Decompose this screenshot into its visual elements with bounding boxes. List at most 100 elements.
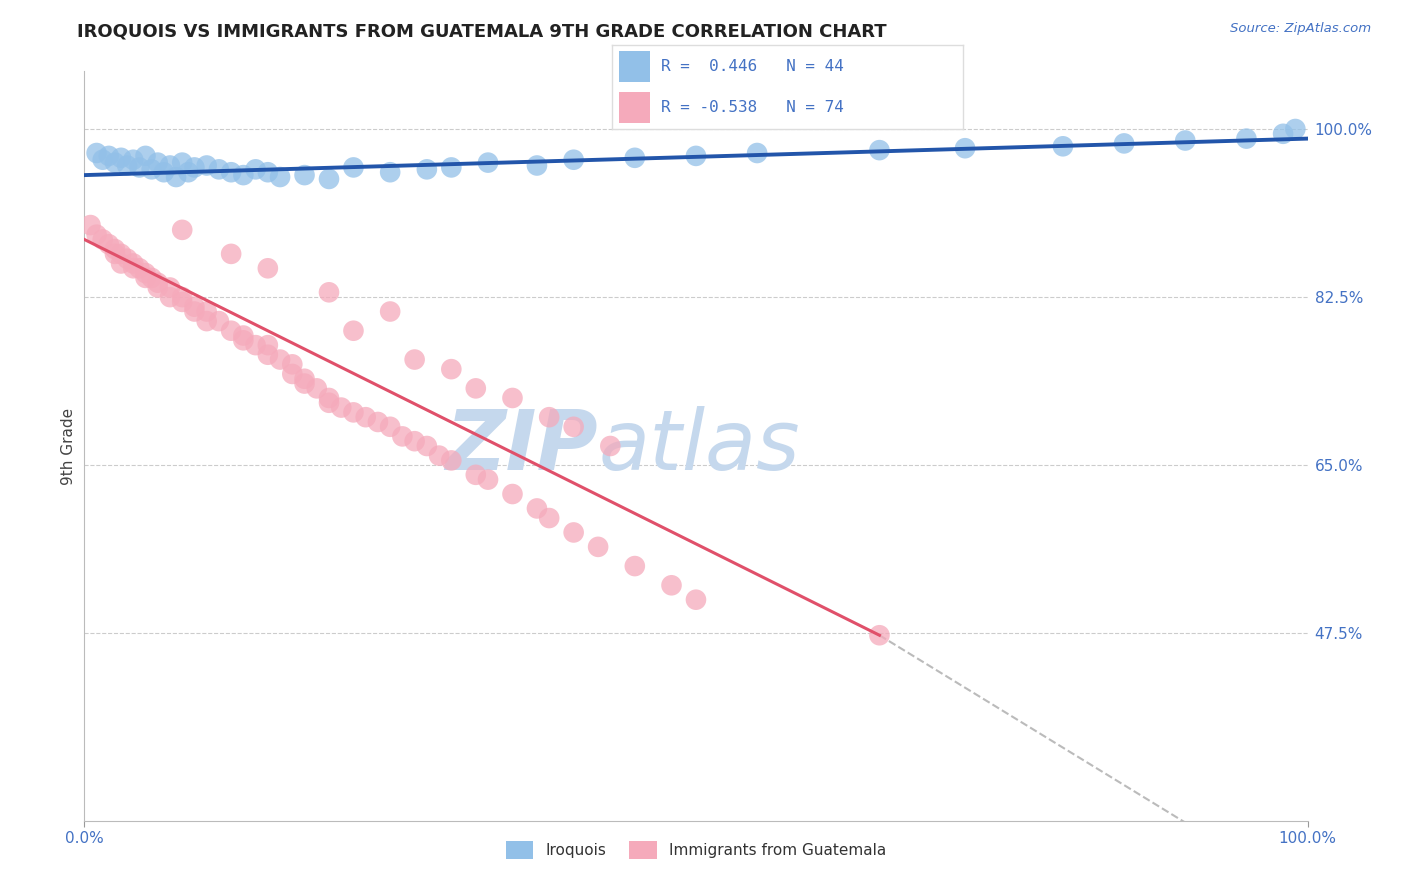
Point	[115, 252, 138, 266]
Point	[195, 304, 218, 318]
Point	[440, 362, 463, 376]
Point	[110, 151, 132, 165]
Point	[104, 242, 127, 256]
Point	[269, 169, 291, 184]
Y-axis label: 9th Grade: 9th Grade	[60, 408, 76, 484]
Point	[122, 261, 145, 276]
Point	[86, 146, 108, 161]
Point	[953, 141, 976, 155]
Point	[440, 161, 463, 175]
Point	[153, 165, 176, 179]
Point	[318, 391, 340, 405]
Point	[91, 153, 114, 167]
Point	[586, 540, 609, 554]
Point	[380, 419, 402, 434]
Point	[232, 328, 254, 343]
Point	[208, 314, 231, 328]
Point	[404, 434, 426, 449]
Point	[318, 172, 340, 186]
Point	[502, 391, 524, 405]
Point	[1052, 139, 1074, 153]
Point	[172, 223, 194, 237]
Point	[146, 155, 169, 169]
Point	[562, 419, 585, 434]
Text: R = -0.538   N = 74: R = -0.538 N = 74	[661, 100, 844, 115]
Point	[172, 155, 194, 169]
Point	[172, 294, 194, 309]
Point	[177, 165, 200, 179]
Point	[135, 271, 157, 285]
Point	[159, 290, 181, 304]
Point	[342, 324, 364, 338]
Point	[79, 218, 101, 232]
Point	[208, 162, 231, 177]
Point	[685, 592, 707, 607]
Point	[562, 525, 585, 540]
Point	[141, 271, 163, 285]
Point	[477, 155, 499, 169]
FancyBboxPatch shape	[619, 92, 650, 122]
Point	[122, 256, 145, 270]
Point	[538, 410, 561, 425]
Point	[91, 232, 114, 246]
Point	[257, 348, 280, 362]
Point	[685, 149, 707, 163]
Point	[869, 628, 891, 642]
Point	[146, 280, 169, 294]
Point	[342, 405, 364, 419]
Point	[354, 410, 377, 425]
Point	[1236, 131, 1258, 145]
Point	[404, 352, 426, 367]
Point	[104, 155, 127, 169]
Point	[477, 473, 499, 487]
Point	[416, 162, 439, 177]
Point	[195, 159, 218, 173]
Legend: Iroquois, Immigrants from Guatemala: Iroquois, Immigrants from Guatemala	[499, 835, 893, 865]
Point	[281, 357, 304, 371]
Point	[195, 314, 218, 328]
Text: Source: ZipAtlas.com: Source: ZipAtlas.com	[1230, 22, 1371, 36]
Text: R =  0.446   N = 44: R = 0.446 N = 44	[661, 59, 844, 74]
Point	[219, 324, 242, 338]
Point	[294, 168, 316, 182]
Point	[624, 151, 647, 165]
Point	[232, 334, 254, 348]
Point	[440, 453, 463, 467]
Point	[97, 237, 120, 252]
Point	[318, 396, 340, 410]
Point	[464, 467, 486, 482]
Point	[146, 276, 169, 290]
Point	[1272, 127, 1295, 141]
Point	[342, 161, 364, 175]
Point	[318, 285, 340, 300]
Point	[294, 376, 316, 391]
Point	[245, 338, 267, 352]
Point	[538, 511, 561, 525]
Point	[330, 401, 353, 415]
Point	[464, 381, 486, 395]
Point	[141, 162, 163, 177]
Point	[869, 143, 891, 157]
Point	[526, 501, 548, 516]
Point	[86, 227, 108, 242]
Point	[294, 372, 316, 386]
Point	[183, 161, 205, 175]
Point	[104, 247, 127, 261]
Point	[599, 439, 621, 453]
Point	[305, 381, 328, 395]
Point	[380, 165, 402, 179]
Point	[257, 165, 280, 179]
Point	[257, 261, 280, 276]
Point	[128, 161, 150, 175]
Text: ZIP: ZIP	[446, 406, 598, 486]
Point	[416, 439, 439, 453]
Point	[747, 146, 769, 161]
Point	[245, 162, 267, 177]
Point	[281, 367, 304, 381]
Point	[183, 300, 205, 314]
Point	[526, 159, 548, 173]
Point	[183, 304, 205, 318]
Point	[110, 247, 132, 261]
Point	[135, 266, 157, 280]
Point	[269, 352, 291, 367]
